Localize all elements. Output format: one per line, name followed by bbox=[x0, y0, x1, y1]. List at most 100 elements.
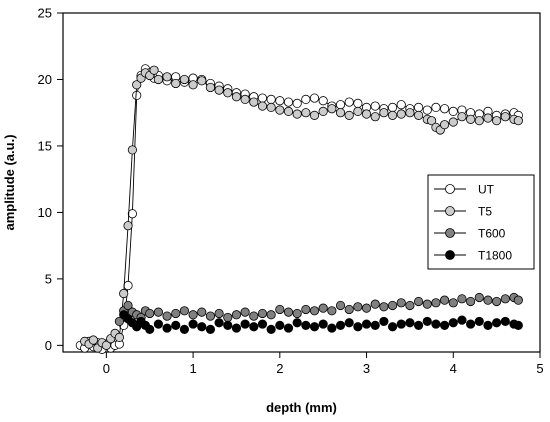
data-point bbox=[361, 319, 372, 329]
data-point bbox=[353, 302, 363, 312]
data-point bbox=[457, 294, 467, 304]
data-point bbox=[327, 323, 337, 333]
data-point bbox=[145, 308, 155, 319]
data-point bbox=[266, 94, 276, 105]
data-point bbox=[292, 109, 302, 119]
data-point bbox=[513, 116, 523, 126]
data-point bbox=[318, 319, 328, 329]
axis-ticks bbox=[57, 12, 541, 358]
data-point bbox=[283, 307, 294, 317]
data-point bbox=[466, 319, 476, 329]
data-point bbox=[439, 120, 450, 130]
series-t1800 bbox=[119, 310, 523, 334]
y-tick-labels: 0 5 10 15 20 25 bbox=[38, 6, 52, 353]
data-point bbox=[123, 280, 133, 291]
data-point bbox=[413, 296, 424, 307]
data-point bbox=[240, 319, 250, 329]
data-point bbox=[283, 323, 294, 333]
data-point bbox=[214, 308, 224, 319]
data-point bbox=[101, 340, 111, 350]
data-point bbox=[448, 298, 458, 308]
data-point bbox=[492, 318, 502, 328]
legend-entry-t1800: T1800 bbox=[434, 249, 512, 263]
data-point bbox=[275, 105, 285, 115]
data-point bbox=[205, 324, 216, 334]
x-tick-label: 4 bbox=[450, 361, 457, 376]
data-point bbox=[132, 80, 142, 90]
data-point bbox=[188, 319, 198, 329]
data-point bbox=[214, 318, 224, 328]
data-point bbox=[179, 324, 190, 334]
data-point bbox=[413, 110, 424, 120]
data-point bbox=[123, 221, 133, 231]
data-point bbox=[379, 302, 389, 312]
data-point bbox=[439, 320, 450, 331]
data-point bbox=[318, 106, 328, 116]
data-point bbox=[361, 303, 372, 313]
data-point bbox=[205, 311, 216, 321]
data-point bbox=[335, 100, 346, 110]
data-point bbox=[474, 116, 484, 126]
data-point bbox=[413, 102, 424, 112]
data-point bbox=[301, 108, 311, 118]
legend-label: UT bbox=[478, 183, 495, 197]
data-point bbox=[283, 97, 294, 107]
legend-marker bbox=[445, 228, 455, 238]
data-point bbox=[257, 319, 268, 329]
data-point bbox=[474, 292, 484, 303]
data-point bbox=[123, 300, 133, 311]
data-point bbox=[344, 110, 354, 120]
data-point bbox=[197, 76, 207, 86]
data-point bbox=[231, 323, 242, 333]
data-point bbox=[379, 108, 389, 118]
data-point bbox=[396, 100, 406, 110]
data-point bbox=[448, 106, 458, 116]
series-ut bbox=[75, 64, 523, 354]
data-point bbox=[171, 308, 181, 319]
data-point bbox=[405, 300, 415, 311]
data-point bbox=[439, 295, 450, 305]
data-point bbox=[327, 306, 337, 316]
data-point bbox=[114, 332, 124, 342]
data-point bbox=[301, 94, 311, 105]
y-tick-label: 25 bbox=[38, 6, 52, 21]
data-point bbox=[223, 88, 233, 98]
y-tick-label: 0 bbox=[45, 338, 52, 353]
data-point bbox=[344, 304, 354, 315]
data-point bbox=[249, 322, 259, 332]
data-point bbox=[231, 92, 242, 102]
data-point bbox=[413, 320, 424, 331]
data-point bbox=[492, 296, 502, 307]
data-point bbox=[153, 307, 163, 317]
data-point bbox=[318, 96, 328, 106]
data-point bbox=[335, 320, 346, 331]
data-point bbox=[405, 318, 415, 328]
data-point bbox=[431, 102, 441, 112]
x-tick-label: 1 bbox=[189, 361, 196, 376]
data-point bbox=[162, 311, 172, 321]
data-point bbox=[240, 94, 250, 105]
data-point bbox=[431, 319, 441, 329]
data-point bbox=[162, 323, 172, 333]
data-point bbox=[179, 306, 190, 316]
data-point bbox=[266, 310, 276, 320]
data-point bbox=[205, 82, 216, 93]
x-tick-labels: 0 1 2 3 4 5 bbox=[103, 361, 544, 376]
data-point bbox=[448, 117, 458, 127]
data-point bbox=[197, 307, 207, 317]
data-point bbox=[405, 108, 415, 118]
data-point bbox=[396, 109, 406, 119]
data-point bbox=[379, 316, 389, 327]
data-point bbox=[309, 322, 320, 332]
data-point bbox=[275, 96, 285, 106]
legend-label: T600 bbox=[478, 227, 506, 241]
data-point bbox=[301, 320, 311, 331]
data-point bbox=[179, 74, 190, 85]
data-point bbox=[396, 298, 406, 308]
data-point bbox=[513, 320, 523, 331]
data-point bbox=[249, 311, 259, 321]
legend-label: T5 bbox=[478, 205, 492, 219]
data-point bbox=[171, 78, 181, 89]
data-point bbox=[88, 335, 98, 345]
